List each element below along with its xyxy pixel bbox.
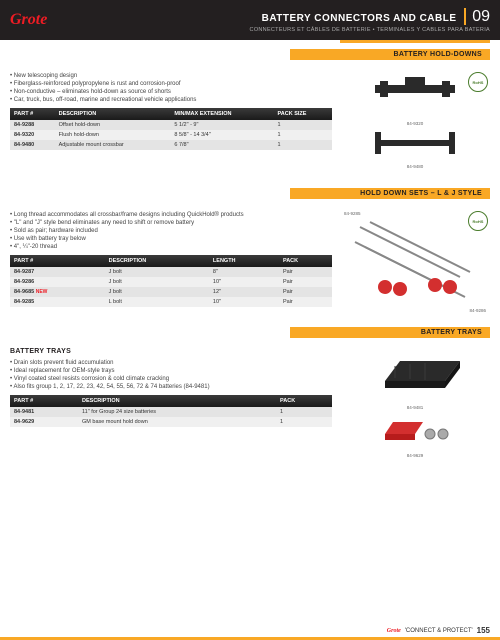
col-ext: MIN/MAX EXTENSION	[170, 108, 273, 120]
table-row: 84-9685 NEWJ bolt12"Pair	[10, 287, 332, 297]
col-desc: DESCRIPTION	[55, 108, 171, 120]
image-label: 84-9629	[407, 453, 424, 458]
page-footer: Grote 'CONNECT & PROTECT' 155	[387, 626, 490, 635]
feature-item: "L" and "J" style bend eliminates any ne…	[10, 219, 332, 227]
footer-logo: Grote	[387, 628, 401, 634]
feature-item: Car, truck, bus, off-road, marine and re…	[10, 96, 332, 104]
feature-item: Long thread accommodates all crossbar/fr…	[10, 211, 332, 219]
footer-tagline: 'CONNECT & PROTECT'	[405, 628, 473, 634]
col-part: PART #	[10, 108, 55, 120]
new-tag: NEW	[36, 289, 48, 295]
feature-item: Drain slots prevent fluid accumulation	[10, 359, 332, 367]
parts-table: PART # DESCRIPTION PACK 84-948111" for G…	[10, 395, 332, 427]
page-subtitle: CONNECTEURS ET CÂBLES DE BATTERIE • TERM…	[250, 27, 490, 33]
section-number: 09	[464, 8, 490, 25]
table-row: 84-9480Adjustable mount crossbar6 7/8"1	[10, 140, 332, 150]
feature-item: Ideal replacement for OEM-style trays	[10, 367, 332, 375]
product-image-box: RoHS 84-9320 84-9480	[340, 68, 490, 178]
footer-page-number: 155	[477, 626, 490, 635]
col-len: LENGTH	[209, 255, 279, 267]
col-part: PART #	[10, 395, 78, 407]
section-battery-hold-downs: New telescoping design Fiberglass-reinfo…	[0, 60, 500, 182]
table-row: 84-9286J bolt10"Pair	[10, 277, 332, 287]
hold-down-image	[365, 77, 465, 117]
col-pack: PACK	[279, 255, 332, 267]
table-row: 84-9285L bolt10"Pair	[10, 297, 332, 307]
section-subhead: BATTERY TRAYS	[10, 348, 332, 355]
section-title: BATTERY HOLD-DOWNS	[290, 49, 490, 60]
feature-item: Vinyl coated steel resists corrosion & c…	[10, 375, 332, 383]
mount-image	[375, 414, 455, 449]
parts-table: PART # DESCRIPTION MIN/MAX EXTENSION PAC…	[10, 108, 332, 150]
accent-bar	[340, 40, 490, 43]
image-label: 84-9285	[344, 211, 361, 216]
section-content: BATTERY TRAYS Drain slots prevent fluid …	[10, 346, 340, 458]
feature-list: New telescoping design Fiberglass-reinfo…	[10, 72, 332, 104]
section-battery-trays: BATTERY TRAYS Drain slots prevent fluid …	[0, 338, 500, 462]
header-right: BATTERY CONNECTORS AND CABLE 09 CONNECTE…	[250, 8, 490, 33]
product-image-box: RoHS 84-9285 84-9286	[340, 207, 490, 317]
image-label: 84-9481	[407, 405, 424, 410]
section-image-area: 84-9481 84-9629	[340, 346, 490, 458]
feature-item: Use with battery tray below	[10, 235, 332, 243]
rohs-icon: RoHS	[468, 211, 488, 231]
page-title: BATTERY CONNECTORS AND CABLE	[262, 13, 457, 24]
col-desc: DESCRIPTION	[105, 255, 209, 267]
feature-item: 4", ¼"-20 thread	[10, 243, 332, 251]
image-label: 84-9320	[407, 121, 424, 126]
section-title: BATTERY TRAYS	[290, 327, 490, 338]
table-row: 84-948111" for Group 24 size batteries1	[10, 407, 332, 417]
feature-item: New telescoping design	[10, 72, 332, 80]
page-header: Grote BATTERY CONNECTORS AND CABLE 09 CO…	[0, 0, 500, 40]
section-image-area: RoHS 84-9320 84-9480	[340, 68, 490, 178]
crossbar-image	[370, 130, 460, 160]
feature-item: Sold as pair; hardware included	[10, 227, 332, 235]
rohs-icon: RoHS	[468, 72, 488, 92]
bolt-set-image	[350, 217, 480, 307]
feature-item: Non-conductive – eliminates hold-down as…	[10, 88, 332, 96]
image-label: 84-9286	[469, 308, 486, 313]
col-part: PART #	[10, 255, 105, 267]
col-pack: PACK SIZE	[274, 108, 333, 120]
grote-logo: Grote	[10, 11, 47, 29]
table-row: 84-9320Flush hold-down8 5/8" - 14 3/4"1	[10, 130, 332, 140]
feature-list: Drain slots prevent fluid accumulation I…	[10, 359, 332, 391]
image-label: 84-9480	[407, 164, 424, 169]
feature-item: Fiberglass-reinforced polypropylene is r…	[10, 80, 332, 88]
col-desc: DESCRIPTION	[78, 395, 276, 407]
product-image-box: 84-9481 84-9629	[340, 346, 490, 458]
section-content: Long thread accommodates all crossbar/fr…	[10, 207, 340, 317]
section-title: HOLD DOWN SETS – L & J STYLE	[290, 188, 490, 199]
section-image-area: RoHS 84-9285 84-9286	[340, 207, 490, 317]
parts-table: PART # DESCRIPTION LENGTH PACK 84-9287J …	[10, 255, 332, 307]
section-content: New telescoping design Fiberglass-reinfo…	[10, 68, 340, 178]
feature-list: Long thread accommodates all crossbar/fr…	[10, 211, 332, 251]
col-pack: PACK	[276, 395, 332, 407]
table-row: 84-9287J bolt8"Pair	[10, 267, 332, 277]
section-hold-down-sets: Long thread accommodates all crossbar/fr…	[0, 199, 500, 321]
feature-item: Also fits group 1, 2, 17, 22, 23, 42, 54…	[10, 383, 332, 391]
tray-image	[365, 346, 465, 401]
table-row: 84-9629GM base mount hold down1	[10, 417, 332, 427]
table-row: 84-9288Offset hold-down5 1/2" - 9"1	[10, 120, 332, 130]
